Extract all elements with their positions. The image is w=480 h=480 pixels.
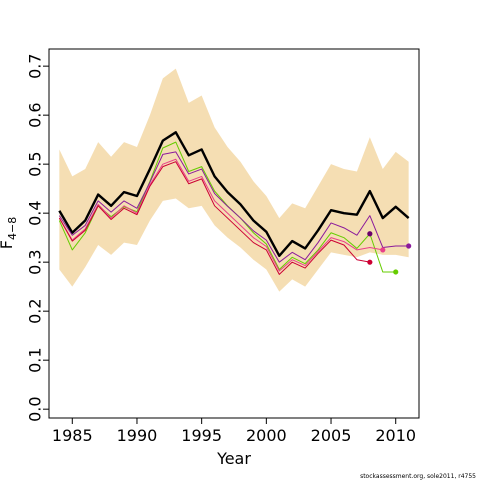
y-axis-title: F4−8 (0, 217, 19, 249)
y-tick-label: 0.7 (26, 53, 45, 78)
x-tick-label: 2000 (246, 426, 287, 445)
series-line-2 (58, 151, 409, 263)
series-end-marker-3 (380, 247, 386, 253)
confidence-band-layer (59, 68, 409, 292)
y-tick-label: 0.2 (26, 298, 45, 323)
y-tick-label: 0.4 (26, 200, 45, 225)
y-tick-label: 0.5 (26, 151, 45, 176)
x-axis: 1985 1990 1995 2000 2005 2010 (52, 417, 416, 445)
series-line-0 (58, 131, 410, 257)
confidence-band (59, 68, 409, 292)
y-tick-label: 0.1 (26, 347, 45, 372)
y-axis: 0.0 0.1 0.2 0.3 0.4 0.5 0.6 0.7 (26, 53, 50, 422)
x-tick-label: 1990 (117, 426, 158, 445)
credit-text: stockassessment.org, sole2011, r4755 (360, 473, 476, 480)
y-tick-label: 0.0 (26, 396, 45, 421)
series-layer (58, 131, 412, 275)
x-tick-label: 1985 (52, 426, 93, 445)
series-end-marker-4 (367, 259, 373, 265)
series-end-marker-2 (406, 243, 412, 249)
svg-text:F4−8: F4−8 (0, 217, 19, 249)
series-line-3 (58, 158, 383, 272)
y-tick-label: 0.6 (26, 102, 45, 127)
y-tick-label: 0.3 (26, 249, 45, 274)
x-tick-label: 1995 (181, 426, 222, 445)
y-axis-title-subscript: 4−8 (6, 217, 19, 240)
x-tick-label: 2005 (311, 426, 352, 445)
series-end-marker-1 (393, 269, 399, 275)
series-end-marker-5 (367, 231, 373, 237)
x-axis-title: Year (216, 449, 251, 468)
series-line-4 (58, 161, 370, 275)
x-tick-label: 2010 (375, 426, 416, 445)
y-axis-title-main: F (0, 240, 16, 249)
